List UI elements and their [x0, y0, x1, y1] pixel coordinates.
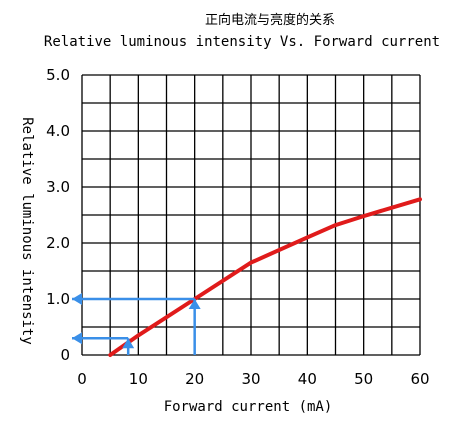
chart-title: 正向电流与亮度的关系 [205, 12, 335, 28]
x-tick-label: 20 [185, 370, 204, 388]
y-tick-label: 4.0 [46, 122, 70, 140]
arrow-head [72, 293, 82, 305]
x-tick-label: 40 [298, 370, 317, 388]
series-line [108, 197, 422, 357]
x-tick-label: 50 [354, 370, 373, 388]
arrow-head [188, 299, 201, 309]
y-tick-label: 3.0 [46, 178, 70, 196]
y-axis-ticks: 0 1.0 2.0 3.0 4.0 5.0 [46, 66, 70, 364]
y-tick-label: 0 [60, 346, 70, 364]
x-axis-label: Forward current (mA) [164, 399, 333, 415]
annotation-arrow [188, 299, 201, 355]
y-tick-label: 2.0 [46, 234, 70, 252]
annotation-arrow [72, 332, 129, 345]
y-tick-label: 5.0 [46, 66, 70, 84]
annotation-arrow [122, 338, 135, 355]
annotation-arrow [72, 293, 195, 305]
x-axis-ticks: 0 10 20 30 40 50 60 [77, 370, 429, 388]
series-group [108, 197, 422, 357]
arrow-head [122, 338, 135, 349]
x-tick-label: 10 [129, 370, 148, 388]
x-tick-label: 60 [410, 370, 429, 388]
chart-subtitle: Relative luminous intensity Vs. Forward … [44, 34, 440, 50]
x-tick-label: 30 [241, 370, 260, 388]
grid [81, 74, 421, 356]
annotations [72, 293, 201, 355]
arrow-head [72, 332, 82, 345]
x-tick-label: 0 [77, 370, 87, 388]
y-tick-label: 1.0 [46, 290, 70, 308]
y-axis-label: Relative luminous intensity [19, 117, 35, 345]
